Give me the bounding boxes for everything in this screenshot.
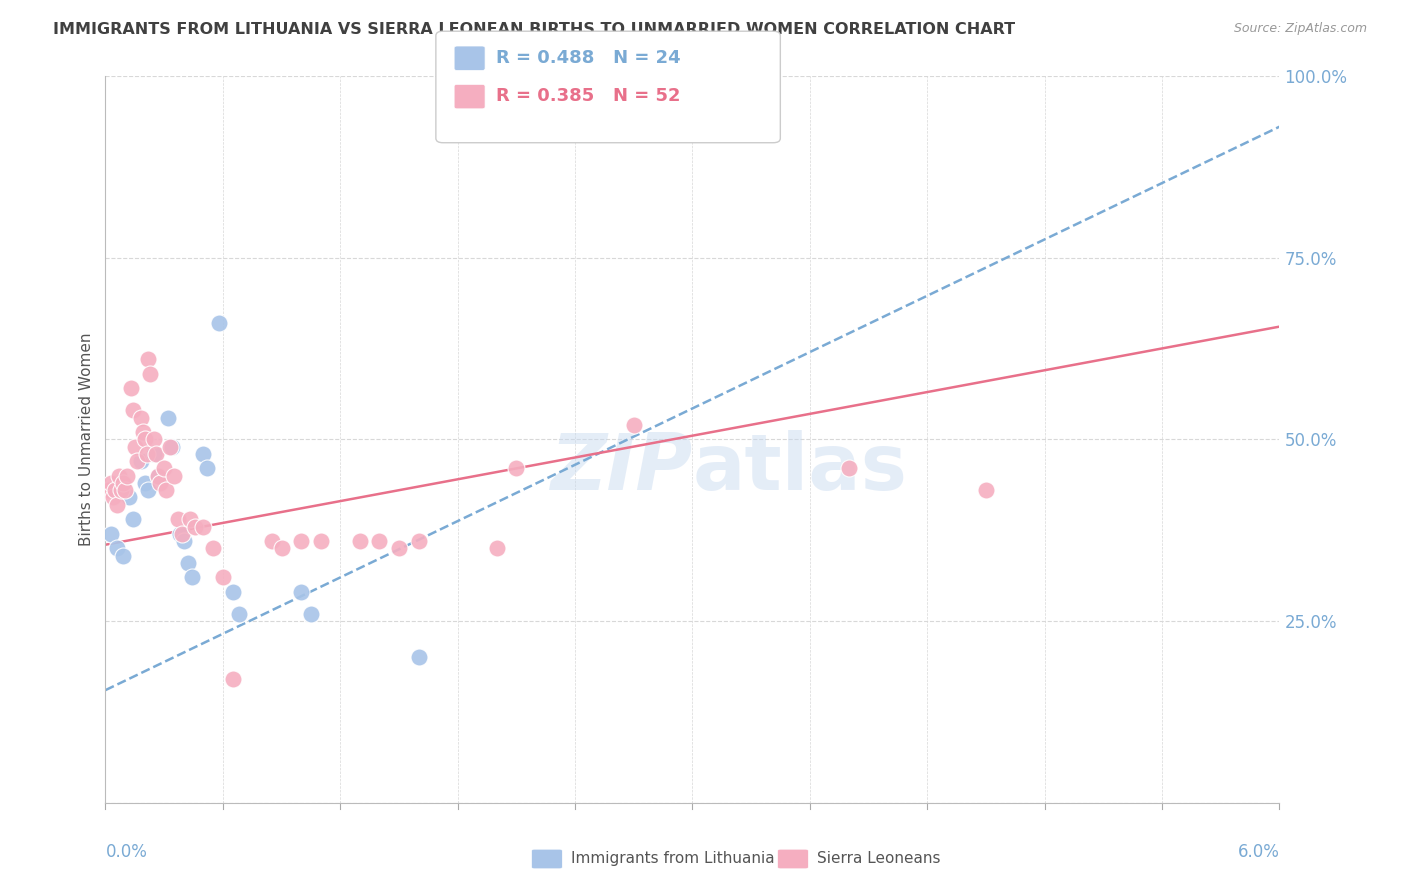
Point [105, 498, 128, 512]
Point [105, 541, 128, 556]
Point [138, 352, 160, 367]
Point [145, 447, 167, 461]
Point [228, 607, 250, 621]
Point [179, 512, 201, 526]
Point [135, 447, 157, 461]
Point [221, 585, 243, 599]
Point [115, 468, 138, 483]
Text: 0.0%: 0.0% [105, 843, 148, 861]
Point [139, 367, 162, 381]
Point [623, 417, 645, 432]
Text: R = 0.385   N = 52: R = 0.385 N = 52 [496, 87, 681, 105]
Point [134, 475, 156, 490]
Point [131, 425, 153, 439]
Point [166, 512, 188, 526]
Point [112, 549, 135, 563]
Point [173, 534, 195, 549]
Point [388, 541, 411, 556]
Point [110, 483, 132, 498]
Text: Immigrants from Lithuania: Immigrants from Lithuania [571, 852, 775, 866]
Point [485, 541, 508, 556]
Point [120, 381, 142, 395]
Point [125, 454, 148, 468]
Point [98, 483, 121, 498]
Point [153, 461, 176, 475]
Point [149, 475, 172, 490]
Point [408, 650, 430, 665]
Point [134, 433, 156, 447]
Point [138, 483, 160, 498]
Point [290, 534, 312, 549]
Point [408, 534, 430, 549]
Point [143, 447, 166, 461]
Point [118, 491, 141, 505]
Text: R = 0.488   N = 24: R = 0.488 N = 24 [496, 49, 681, 67]
Point [143, 433, 166, 447]
Point [163, 468, 186, 483]
Point [260, 534, 283, 549]
Point [176, 556, 198, 570]
Point [211, 570, 233, 584]
Text: IMMIGRANTS FROM LITHUANIA VS SIERRA LEONEAN BIRTHS TO UNMARRIED WOMEN CORRELATIO: IMMIGRANTS FROM LITHUANIA VS SIERRA LEON… [53, 22, 1015, 37]
Point [129, 454, 152, 468]
Point [221, 672, 243, 686]
Point [505, 461, 527, 475]
Text: Source: ZipAtlas.com: Source: ZipAtlas.com [1233, 22, 1367, 36]
Point [124, 440, 146, 454]
Point [129, 410, 152, 425]
Point [148, 468, 170, 483]
Point [309, 534, 332, 549]
Point [299, 607, 322, 621]
Text: 6.0%: 6.0% [1237, 843, 1279, 861]
Point [155, 483, 177, 498]
Text: ZIP: ZIP [550, 430, 692, 507]
Point [100, 475, 122, 490]
Point [159, 440, 181, 454]
Point [112, 475, 135, 490]
Point [193, 519, 215, 533]
Y-axis label: Births to Unmarried Women: Births to Unmarried Women [79, 333, 94, 546]
Point [96, 483, 118, 498]
Point [100, 526, 122, 541]
Point [208, 316, 231, 330]
Point [180, 570, 202, 584]
Point [838, 461, 860, 475]
Point [114, 483, 136, 498]
Point [169, 526, 191, 541]
Point [170, 526, 193, 541]
Point [349, 534, 371, 549]
Point [643, 76, 665, 90]
Point [193, 447, 215, 461]
Point [184, 519, 207, 533]
Point [290, 585, 312, 599]
Point [121, 403, 143, 417]
Point [103, 491, 125, 505]
Text: Sierra Leoneans: Sierra Leoneans [817, 852, 941, 866]
Point [195, 461, 218, 475]
Point [270, 541, 292, 556]
Point [108, 468, 131, 483]
Point [157, 410, 180, 425]
Point [160, 440, 183, 454]
Point [121, 512, 143, 526]
Text: atlas: atlas [692, 430, 907, 507]
Point [974, 483, 997, 498]
Point [368, 534, 391, 549]
Point [148, 468, 170, 483]
Point [104, 483, 127, 498]
Point [202, 541, 225, 556]
